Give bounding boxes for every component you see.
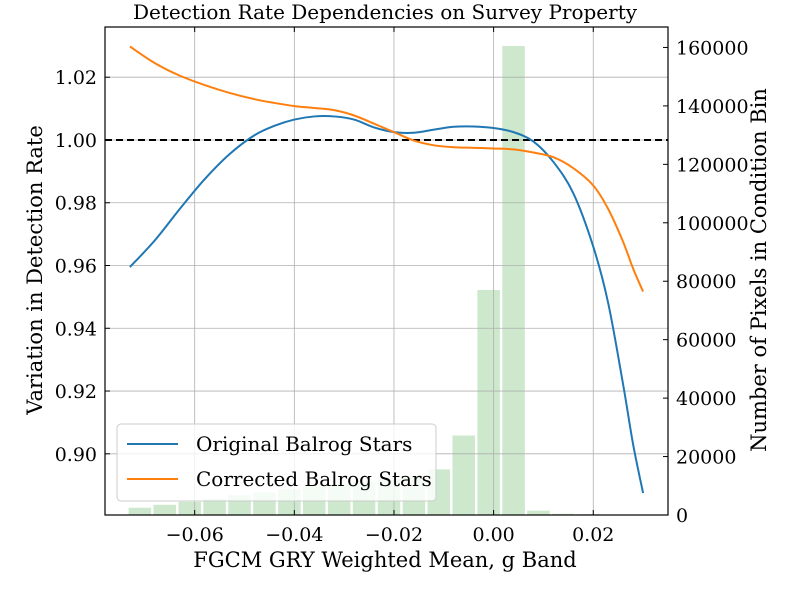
series-line-original bbox=[129, 115, 645, 494]
y2-tick-label: 60000 bbox=[676, 330, 736, 352]
y2-tick-label: 0 bbox=[676, 505, 688, 527]
x-tick-label: −0.06 bbox=[166, 524, 224, 546]
series-line-corrected bbox=[129, 45, 645, 292]
y-tick-label: 1.00 bbox=[55, 130, 97, 152]
y-axis-ticks: 0.90 0.92 0.94 0.96 0.98 1.00 1.02 bbox=[55, 67, 110, 466]
y-tick-label: 0.94 bbox=[55, 318, 97, 340]
histogram-bar bbox=[203, 498, 226, 515]
y2-tick-label: 120000 bbox=[676, 154, 749, 176]
x-axis-ticks: −0.06 −0.04 −0.02 0.00 0.02 bbox=[166, 27, 614, 546]
histogram-bar bbox=[502, 45, 525, 515]
y2-tick-label: 140000 bbox=[676, 96, 749, 118]
y2-tick-label: 100000 bbox=[676, 213, 749, 235]
x-tick-label: −0.02 bbox=[365, 524, 423, 546]
y-tick-label: 0.92 bbox=[55, 381, 97, 403]
histogram-bar bbox=[153, 504, 177, 515]
x-tick-label: 0.02 bbox=[572, 524, 614, 546]
y2-tick-label: 40000 bbox=[676, 388, 736, 410]
legend-label-corrected: Corrected Balrog Stars bbox=[196, 467, 432, 491]
histogram-bar bbox=[128, 507, 152, 515]
y-tick-label: 0.90 bbox=[55, 444, 97, 466]
series-lines bbox=[129, 45, 645, 494]
x-tick-label: 0.00 bbox=[472, 524, 514, 546]
y2-tick-label: 20000 bbox=[676, 447, 736, 469]
histogram-bar bbox=[477, 289, 500, 515]
y-tick-label: 0.98 bbox=[55, 193, 97, 215]
y-tick-label: 1.02 bbox=[55, 67, 97, 89]
y2-tick-label: 80000 bbox=[676, 271, 736, 293]
y2-axis-label: Number of Pixels in Condition Bin bbox=[747, 88, 771, 452]
y-tick-label: 0.96 bbox=[55, 256, 97, 278]
legend-box bbox=[116, 423, 437, 502]
histogram-bar bbox=[178, 501, 201, 515]
histogram-bar bbox=[527, 510, 550, 515]
plot-frame bbox=[104, 26, 669, 516]
legend: Original Balrog Stars Corrected Balrog S… bbox=[116, 423, 437, 502]
legend-label-original: Original Balrog Stars bbox=[196, 432, 412, 456]
histogram-bar bbox=[452, 435, 475, 515]
x-axis-label: FGCM GRY Weighted Mean, g Band bbox=[193, 548, 576, 572]
y-axis-label: Variation in Detection Rate bbox=[23, 125, 47, 416]
y2-axis-ticks: 0 20000 40000 60000 80000 100000 120000 140000 1… bbox=[663, 37, 749, 527]
x-tick-label: −0.04 bbox=[265, 524, 323, 546]
chart-title: Detection Rate Dependencies on Survey Pr… bbox=[133, 0, 638, 24]
y2-tick-label: 160000 bbox=[676, 37, 749, 59]
